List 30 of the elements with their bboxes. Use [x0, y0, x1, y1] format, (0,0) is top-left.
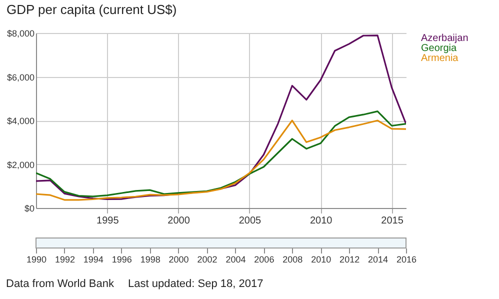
chart-title: GDP per capita (current US$) [6, 2, 177, 17]
y-tick-label: $4,000 [6, 116, 34, 126]
x-tick-label: 2010 [310, 216, 333, 226]
x2-tick-label: 1994 [83, 254, 104, 264]
x2-tick-label: 1996 [112, 254, 132, 264]
y-tick-label: $0 [24, 204, 34, 214]
x2-tick-label: 2004 [226, 254, 246, 264]
x-tick-label: 2015 [381, 216, 404, 226]
y-tick-label: $6,000 [6, 72, 34, 82]
x-tick-label: 1995 [96, 216, 120, 226]
x2-tick-label: 1992 [54, 254, 75, 264]
text: Data from World Bank [6, 278, 114, 290]
x2-tick-label: 2000 [168, 254, 189, 264]
x2-tick-label: 2012 [340, 254, 360, 264]
text: Georgia [421, 43, 458, 54]
x2-tick-label: 2014 [368, 254, 388, 264]
x2-tick-label: 1990 [26, 254, 47, 264]
x2-tick-label: 2008 [282, 254, 303, 264]
x2-tick-label: 1998 [140, 254, 160, 264]
x2-tick-label: 2002 [197, 254, 218, 264]
text: Azerbaijan [421, 33, 468, 44]
x2-tick-label: 2006 [254, 254, 274, 264]
text: Armenia [421, 53, 459, 64]
y-tick-label: $8,000 [6, 28, 34, 38]
x2-tick-label: 2010 [311, 254, 332, 264]
x2-tick-label: 2016 [396, 254, 417, 264]
x-tick-label: 2005 [238, 216, 262, 226]
y-tick-label: $2,000 [6, 160, 34, 170]
text: Last updated: Sep 18, 2017 [128, 278, 264, 290]
x-tick-label: 2000 [168, 216, 190, 226]
